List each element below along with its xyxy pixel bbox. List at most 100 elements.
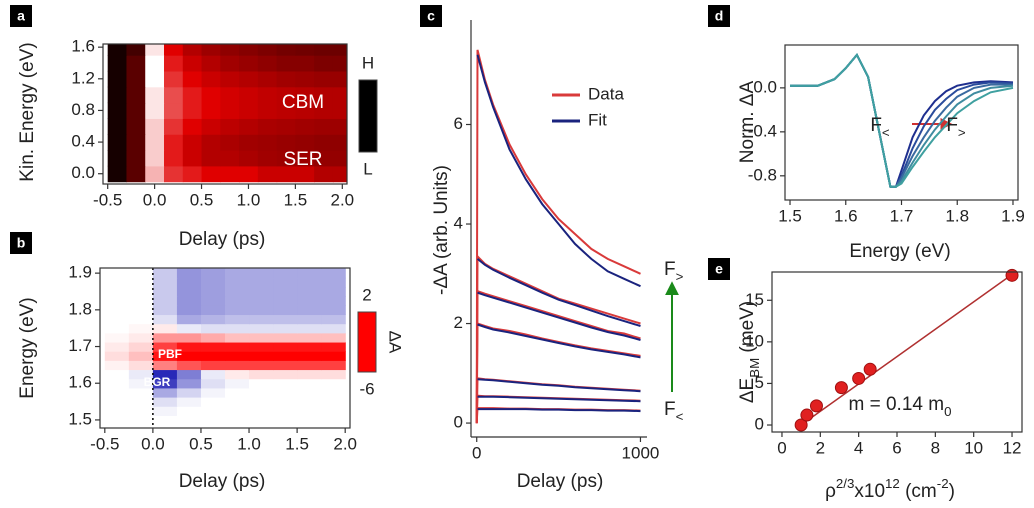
heatmap-cell (164, 134, 184, 151)
heatmap-cell (107, 102, 128, 119)
heatmap-cell (239, 55, 259, 72)
heatmap-cell (104, 406, 130, 416)
heatmap-cell (295, 86, 315, 104)
heatmap-cell (273, 360, 298, 371)
heatmap-cell (332, 165, 347, 183)
curve (790, 53, 1014, 188)
x-axis-label-part: ρ (825, 481, 836, 502)
y-tick-label: -0.4 (748, 121, 777, 140)
plot-frame (99, 267, 351, 429)
heatmap-cell (107, 118, 128, 135)
heatmap-cell (225, 305, 250, 316)
x-axis-label: Delay (ps) (179, 471, 266, 492)
heatmap-cell (257, 86, 278, 104)
plot-area (800, 273, 1013, 426)
heatmap-cell (273, 387, 298, 398)
curve (477, 408, 641, 413)
heatmap-cell (257, 134, 278, 151)
data-point (800, 408, 814, 422)
heatmap-cell (273, 332, 298, 343)
heatmap-cell (297, 360, 322, 371)
heatmap-cell (249, 332, 274, 343)
annotation-part: > (958, 125, 966, 140)
heatmap-cell (128, 268, 154, 279)
heatmap-cell (145, 149, 165, 167)
heatmap-cell (273, 406, 298, 416)
y-axis-label: ΔEBM (meV) (737, 301, 762, 403)
annotation-part: < (676, 409, 684, 424)
plot-area (104, 268, 346, 428)
heatmap-cell (249, 369, 274, 380)
heatmap-cell (152, 341, 178, 352)
heatmap-cell (273, 351, 298, 361)
y-tick-label: 15 (745, 290, 764, 309)
heatmap-cell (273, 341, 298, 352)
heatmap-cell (249, 406, 274, 416)
data-point (834, 381, 848, 395)
heatmap-cell (276, 102, 296, 119)
heatmap-cell (176, 296, 202, 306)
heatmap-cell (152, 406, 178, 416)
heatmap-cell (321, 268, 346, 279)
heatmap-cell (104, 341, 130, 352)
heatmap-cell (176, 415, 202, 426)
heatmap-cell (297, 341, 322, 352)
heatmap-cell (126, 86, 146, 104)
heatmap-cell (314, 44, 334, 56)
y-tick-label: 0 (755, 414, 764, 433)
y-tick-label: 0 (454, 413, 463, 432)
heatmap-cell (164, 70, 184, 88)
heatmap-cell (152, 286, 178, 297)
x-tick-label: 6 (892, 438, 901, 457)
heatmap-cell (200, 332, 226, 343)
heatmap-cell (220, 102, 240, 119)
heatmap-cell (332, 44, 347, 56)
heatmap-cell (295, 44, 315, 56)
y-axis-label-part: BM (747, 358, 762, 378)
panel-badge (708, 258, 730, 280)
heatmap-cell (107, 44, 128, 56)
heatmap-cell (332, 149, 347, 167)
heatmap-cell (182, 134, 203, 151)
x-axis-label-part: (cm (900, 481, 937, 502)
heatmap-cell (104, 286, 130, 297)
heatmap-cell (128, 286, 154, 297)
heatmap-cell (276, 55, 296, 72)
heatmap-cell (128, 351, 154, 361)
heatmap-cell (314, 165, 334, 183)
heatmap-cell (176, 268, 202, 279)
curve (477, 395, 641, 403)
heatmap-cell (273, 323, 298, 334)
heatmap-cell (220, 134, 240, 151)
heatmap-cell (321, 286, 346, 297)
x-tick-label: -0.5 (93, 190, 122, 209)
colorbar (357, 311, 377, 373)
heatmap-cell (220, 44, 240, 56)
heatmap-cell (297, 396, 322, 407)
x-tick-label: 1.9 (1001, 206, 1025, 225)
heatmap-cell (104, 296, 130, 306)
heatmap-cell (201, 134, 221, 151)
heatmap-cell (220, 55, 240, 72)
heatmap-cell (152, 378, 178, 389)
annotation-part: < (882, 125, 890, 140)
heatmap-cell (128, 406, 154, 416)
x-tick-label: 1.5 (285, 434, 309, 453)
heatmap-cell (220, 165, 240, 183)
annotation-part: > (676, 269, 684, 284)
heatmap-cell (145, 134, 165, 151)
heatmap-cell (249, 314, 274, 325)
heatmap-cell (104, 387, 130, 398)
x-axis-label: Delay (ps) (179, 229, 266, 250)
heatmap-cell (182, 165, 203, 183)
annotation: F< (664, 399, 684, 424)
heatmap-cell (164, 149, 184, 167)
heatmap-cell (273, 369, 298, 380)
heatmap-cell (176, 387, 202, 398)
heatmap-cell (297, 387, 322, 398)
heatmap-cell (273, 305, 298, 316)
panel-letter: e (715, 261, 723, 277)
data-point (794, 418, 808, 432)
heatmap-cell (176, 286, 202, 297)
heatmap-cell (126, 102, 146, 119)
